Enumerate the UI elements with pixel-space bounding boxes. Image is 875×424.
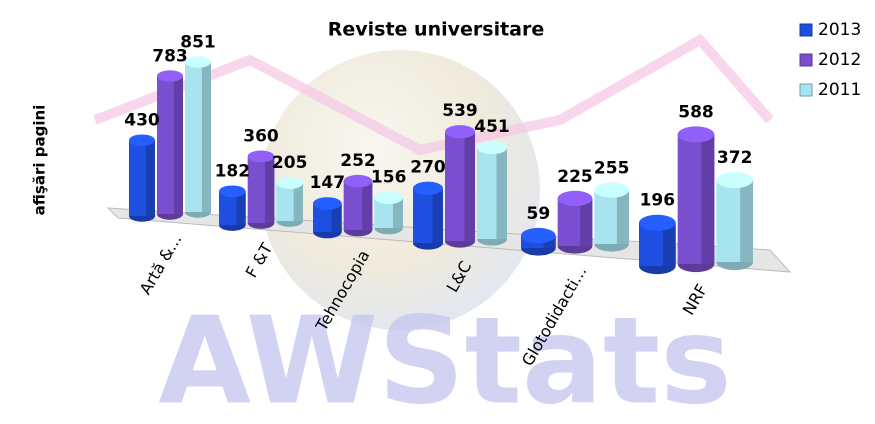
- cylinder-top: [445, 125, 475, 138]
- bar-shade: [433, 188, 444, 243]
- value-label: 360: [243, 127, 279, 147]
- bar-shade: [362, 181, 372, 230]
- value-label: 588: [678, 102, 714, 122]
- cylinder-top: [344, 175, 373, 188]
- bar-shade: [617, 190, 629, 244]
- value-label: 147: [310, 173, 346, 193]
- bar-shade: [702, 134, 715, 264]
- legend-label: 2013: [818, 20, 861, 40]
- cylinder-top: [413, 182, 443, 195]
- bar-shade: [580, 198, 592, 246]
- value-label: 372: [717, 148, 753, 168]
- cylinder: [413, 182, 443, 250]
- bar-shade: [294, 183, 303, 221]
- chart: AWStats Reviste universitare afişări pag…: [0, 0, 875, 424]
- value-label: 156: [371, 167, 407, 187]
- cylinder-top: [558, 191, 593, 206]
- value-label: 255: [594, 158, 630, 178]
- value-label: 225: [557, 167, 593, 187]
- value-label: 851: [180, 32, 216, 52]
- value-label: 451: [474, 117, 510, 137]
- value-label: 196: [640, 191, 676, 211]
- legend-swatch: [800, 24, 812, 36]
- cylinder-top: [185, 56, 211, 67]
- cylinder: [477, 141, 507, 246]
- cylinder: [594, 182, 629, 251]
- cylinder: [639, 215, 676, 274]
- cylinder-top: [594, 182, 629, 197]
- chart-title: Reviste universitare: [328, 19, 545, 41]
- legend-label: 2012: [818, 50, 861, 70]
- cylinder-top: [129, 134, 155, 145]
- bar-shade: [202, 62, 211, 212]
- cylinder-top: [477, 141, 507, 154]
- cylinder: [313, 197, 342, 238]
- cylinder: [344, 175, 373, 236]
- value-label: 539: [442, 101, 478, 121]
- cylinder-top: [276, 177, 303, 189]
- y-axis-label: afişări pagini: [31, 105, 49, 216]
- cylinder: [558, 191, 593, 254]
- cylinder: [716, 172, 753, 270]
- bar-shade: [146, 140, 155, 216]
- value-label: 182: [215, 161, 251, 181]
- cylinder-top: [313, 197, 342, 210]
- cylinder: [219, 185, 246, 230]
- cylinder: [129, 134, 155, 221]
- cylinder: [374, 191, 403, 234]
- bar-shade: [174, 76, 183, 214]
- cylinder-top: [248, 151, 275, 163]
- bar-shade: [465, 132, 476, 241]
- cylinder: [678, 126, 715, 272]
- cylinder-top: [678, 126, 715, 142]
- cylinder-top: [521, 228, 556, 243]
- cylinder: [248, 151, 275, 229]
- cylinder-top: [157, 70, 183, 81]
- legend-swatch: [800, 54, 812, 66]
- cylinder-top: [639, 215, 676, 231]
- cylinder: [157, 70, 183, 219]
- cylinder: [445, 125, 475, 247]
- legend-swatch: [800, 84, 812, 96]
- cylinder: [185, 56, 211, 217]
- cylinder-top: [219, 185, 246, 197]
- watermark: AWStats: [158, 293, 731, 424]
- cylinder: [521, 228, 556, 256]
- cylinder: [276, 177, 303, 227]
- value-label: 205: [272, 153, 308, 173]
- cylinder-top: [374, 191, 403, 204]
- bar-shade: [740, 180, 753, 262]
- value-label: 59: [526, 204, 550, 224]
- value-label: 270: [410, 158, 446, 178]
- legend-label: 2011: [818, 80, 861, 100]
- cylinder-top: [716, 172, 753, 188]
- bar-shade: [497, 148, 508, 239]
- value-label: 430: [124, 110, 160, 130]
